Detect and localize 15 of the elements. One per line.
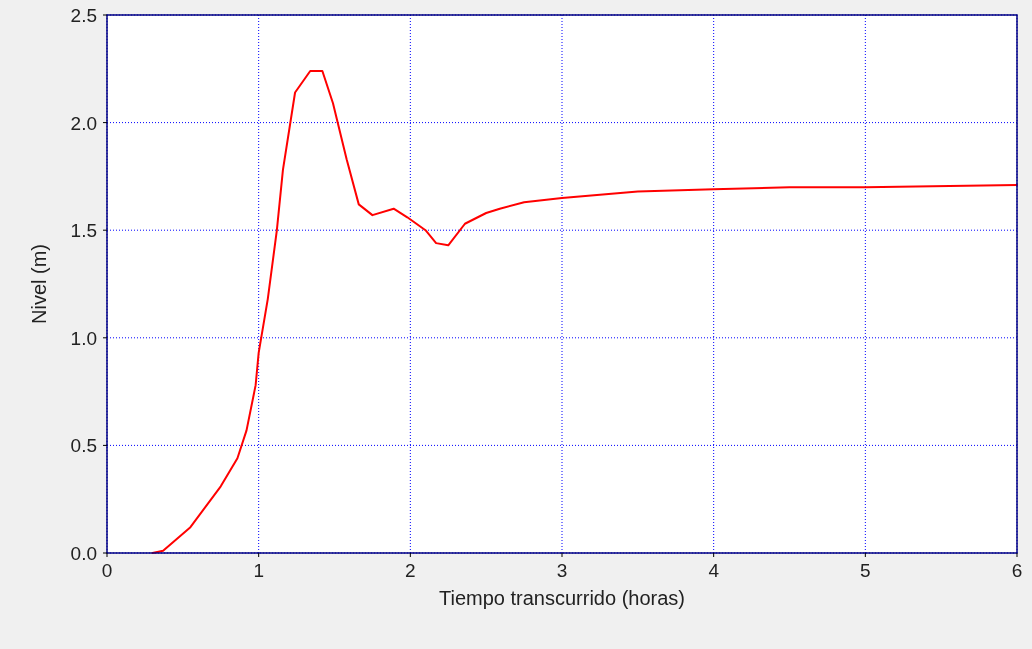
y-tick-label: 2.0 xyxy=(70,112,97,134)
y-axis-title: Nivel (m) xyxy=(28,244,50,324)
y-tick-label: 0.0 xyxy=(70,543,97,564)
y-tick-label: 0.5 xyxy=(70,435,97,457)
x-tick-label: 3 xyxy=(556,560,568,581)
x-tick-label: 5 xyxy=(860,560,871,581)
x-tick-label: 4 xyxy=(708,560,720,581)
x-tick-label: 6 xyxy=(1011,560,1023,581)
x-tick-label: 0 xyxy=(101,560,113,581)
y-tick-label: 1.5 xyxy=(70,220,97,242)
y-tick-label: 2.5 xyxy=(70,5,97,26)
x-axis-title: Tiempo transcurrido (horas) xyxy=(438,587,686,609)
y-tick-label: 1.0 xyxy=(70,327,97,349)
x-tick-label: 2 xyxy=(405,560,416,581)
x-tick-label: 1 xyxy=(253,560,264,581)
